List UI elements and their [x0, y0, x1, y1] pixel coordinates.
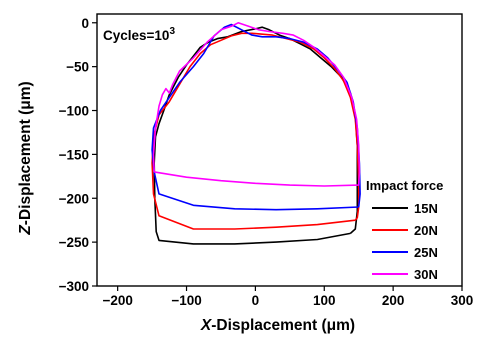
legend-title: Impact force [366, 178, 443, 193]
legend-label-25n: 25N [414, 245, 438, 260]
x-tick-label: 100 [313, 293, 336, 308]
y-tick-label: −300 [59, 279, 89, 294]
y-axis-title-italic: Z [17, 225, 34, 236]
y-axis-title: Z-Displacement (μm) [17, 81, 34, 235]
series-line-25n [151, 23, 361, 211]
y-axis-title-rest: -Displacement (μm) [17, 81, 34, 225]
series-layer [151, 22, 361, 245]
legend: Impact force 15N 20N 25N 30N [366, 178, 443, 282]
y-tick-label: −100 [59, 104, 89, 119]
x-axis-title: X-Displacement (μm) [200, 317, 355, 334]
x-tick-label: 0 [252, 293, 260, 308]
series-line-20n [151, 32, 360, 230]
cycles-annotation-superscript: 3 [169, 26, 175, 37]
axis-ticks: −200 −100 0 100 200 300 0 −50 −100 −150 −200 −250 −3… [59, 16, 474, 308]
x-tick-label: 300 [451, 293, 474, 308]
x-axis-title-italic: X [200, 317, 213, 334]
cycles-annotation: Cycles=103 [103, 26, 175, 43]
y-tick-label: −250 [59, 235, 89, 250]
legend-label-30n: 30N [414, 267, 438, 282]
series-line-30n [152, 22, 361, 187]
x-tick-label: 200 [382, 293, 405, 308]
y-tick-label: −200 [59, 191, 89, 206]
x-tick-label: −100 [171, 293, 201, 308]
legend-label-20n: 20N [414, 223, 438, 238]
x-axis-title-rest: -Displacement (μm) [211, 317, 355, 334]
legend-label-15n: 15N [414, 201, 438, 216]
y-tick-label: 0 [81, 16, 89, 31]
x-tick-label: −200 [102, 293, 132, 308]
plot-border [96, 13, 463, 287]
plot-area [96, 13, 463, 287]
y-tick-label: −50 [66, 60, 89, 75]
cycles-annotation-text: Cycles=10 [103, 28, 169, 43]
y-tick-label: −150 [59, 147, 89, 162]
